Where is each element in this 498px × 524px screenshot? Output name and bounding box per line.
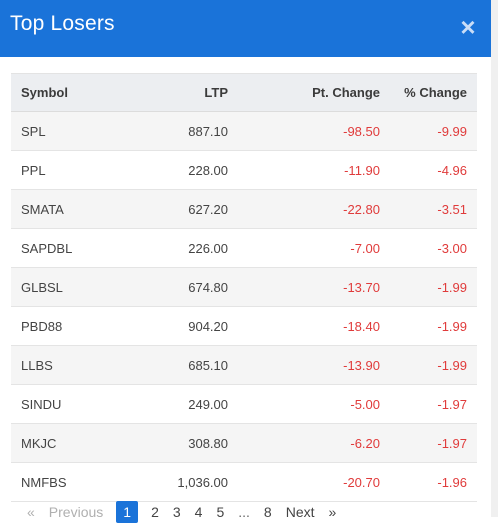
col-header-pct-change[interactable]: % Change (390, 73, 477, 112)
cell-symbol: SINDU (11, 384, 126, 424)
cell-ltp: 249.00 (126, 384, 238, 424)
next-page-link[interactable]: Next (285, 504, 315, 520)
page-link-2[interactable]: 2 (151, 504, 159, 520)
cell-ltp: 674.80 (126, 267, 238, 307)
cell-symbol: NMFBS (11, 462, 126, 502)
table-row[interactable]: MKJC 308.80 -6.20 -1.97 (11, 423, 477, 463)
modal-title: Top Losers (10, 12, 115, 35)
cell-ltp: 226.00 (126, 228, 238, 268)
cell-pt-change: -98.50 (238, 111, 390, 151)
modal-header: Top Losers × (0, 0, 491, 57)
cell-ltp: 685.10 (126, 345, 238, 385)
scrollbar-track[interactable] (491, 0, 498, 517)
col-header-pt-change[interactable]: Pt. Change (238, 73, 390, 112)
table-row[interactable]: PBD88 904.20 -18.40 -1.99 (11, 306, 477, 346)
cell-pt-change: -20.70 (238, 462, 390, 502)
table-row[interactable]: SMATA 627.20 -22.80 -3.51 (11, 189, 477, 229)
table-row[interactable]: NMFBS 1,036.00 -20.70 -1.96 (11, 462, 477, 502)
cell-pct-change: -3.00 (390, 228, 477, 268)
cell-pct-change: -1.99 (390, 345, 477, 385)
cell-pct-change: -9.99 (390, 111, 477, 151)
cell-pt-change: -13.90 (238, 345, 390, 385)
first-page-link[interactable]: « (27, 504, 35, 520)
table-row[interactable]: PPL 228.00 -11.90 -4.96 (11, 150, 477, 190)
losers-table-container: Symbol LTP Pt. Change % Change SPL 887.10… (11, 73, 477, 502)
page-ellipsis: ... (238, 504, 250, 520)
cell-pt-change: -5.00 (238, 384, 390, 424)
cell-symbol: SAPDBL (11, 228, 126, 268)
table-header-row: Symbol LTP Pt. Change % Change (11, 73, 477, 112)
last-page-link[interactable]: » (328, 504, 337, 520)
cell-symbol: SPL (11, 111, 126, 151)
cell-pt-change: -6.20 (238, 423, 390, 463)
table-row[interactable]: GLBSL 674.80 -13.70 -1.99 (11, 267, 477, 307)
cell-symbol: PPL (11, 150, 126, 190)
cell-pct-change: -1.99 (390, 267, 477, 307)
cell-ltp: 627.20 (126, 189, 238, 229)
cell-ltp: 228.00 (126, 150, 238, 190)
cell-pct-change: -1.97 (390, 423, 477, 463)
page-link-3[interactable]: 3 (172, 504, 181, 520)
cell-pt-change: -13.70 (238, 267, 390, 307)
cell-ltp: 887.10 (126, 111, 238, 151)
table-row[interactable]: SINDU 249.00 -5.00 -1.97 (11, 384, 477, 424)
cell-ltp: 1,036.00 (126, 462, 238, 502)
col-header-symbol[interactable]: Symbol (11, 73, 126, 112)
cell-symbol: MKJC (11, 423, 126, 463)
cell-pct-change: -4.96 (390, 150, 477, 190)
close-icon[interactable]: × (460, 12, 476, 42)
cell-pt-change: -18.40 (238, 306, 390, 346)
cell-symbol: PBD88 (11, 306, 126, 346)
page-link-4[interactable]: 4 (194, 504, 203, 520)
cell-ltp: 904.20 (126, 306, 238, 346)
page-link-8[interactable]: 8 (263, 504, 272, 520)
cell-pt-change: -7.00 (238, 228, 390, 268)
cell-ltp: 308.80 (126, 423, 238, 463)
losers-table: Symbol LTP Pt. Change % Change SPL 887.10… (11, 73, 477, 502)
cell-pct-change: -1.97 (390, 384, 477, 424)
table-row[interactable]: SPL 887.10 -98.50 -9.99 (11, 111, 477, 151)
page-link-1[interactable]: 1 (116, 501, 139, 523)
col-header-ltp[interactable]: LTP (126, 73, 238, 112)
previous-page-link[interactable]: Previous (48, 504, 104, 520)
table-row[interactable]: SAPDBL 226.00 -7.00 -3.00 (11, 228, 477, 268)
cell-pt-change: -11.90 (238, 150, 390, 190)
cell-symbol: LLBS (11, 345, 126, 385)
table-row[interactable]: LLBS 685.10 -13.90 -1.99 (11, 345, 477, 385)
cell-symbol: GLBSL (11, 267, 126, 307)
cell-pct-change: -1.99 (390, 306, 477, 346)
cell-pt-change: -22.80 (238, 189, 390, 229)
page-link-5[interactable]: 5 (216, 504, 225, 520)
cell-pct-change: -3.51 (390, 189, 477, 229)
cell-symbol: SMATA (11, 189, 126, 229)
pagination: « Previous 1 2 3 4 5... 8 Next » (20, 500, 343, 524)
cell-pct-change: -1.96 (390, 462, 477, 502)
